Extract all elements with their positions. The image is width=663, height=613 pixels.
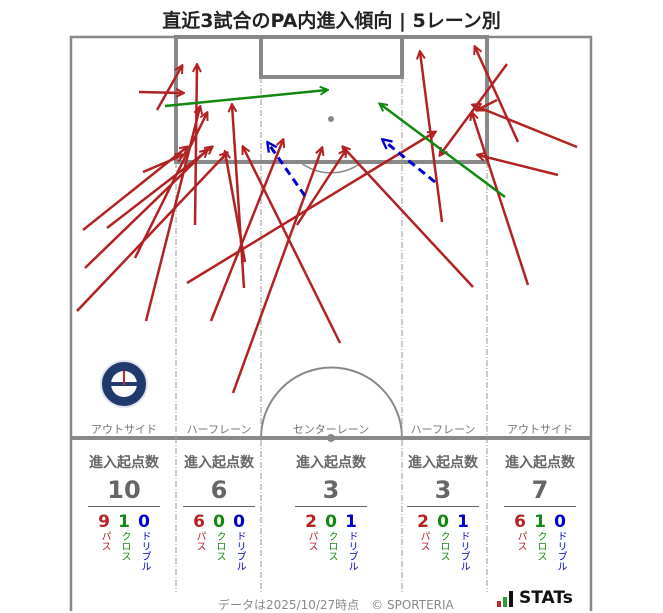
- pass-label: パス: [418, 531, 429, 551]
- entry-total: 10: [88, 476, 160, 507]
- pass-arrow: [209, 140, 283, 322]
- dribble-label: ドリブル: [234, 531, 245, 571]
- entry-total: 7: [504, 476, 576, 507]
- pass-label: パス: [515, 531, 526, 551]
- brand-name: STATs: [519, 588, 573, 608]
- pass-count: 6: [514, 512, 526, 532]
- dribble-arrow: [383, 140, 436, 184]
- lane-label-halfspace-right: ハーフレーン: [410, 423, 476, 436]
- pass-label: パス: [194, 531, 205, 551]
- pass-label: パス: [99, 531, 110, 551]
- lane-stat: 進入起点数 10 9 パス 1 クロス 0 ドリブル: [79, 452, 169, 571]
- dribble-count: 0: [554, 512, 566, 532]
- pass-count: 2: [417, 512, 429, 532]
- stats-logo: STATs: [497, 590, 573, 607]
- dribble-label: ドリブル: [458, 531, 469, 571]
- pass-arrow: [475, 47, 520, 143]
- pass-arrow: [420, 52, 444, 223]
- pass-arrow: [243, 147, 342, 344]
- pass-arrow: [472, 113, 530, 286]
- stat-header: 進入起点数: [89, 455, 159, 471]
- lane-label-halfspace-left: ハーフレーン: [186, 423, 252, 436]
- center-circle: [260, 366, 403, 439]
- dribble-label: ドリブル: [555, 531, 566, 571]
- lane-label-outside-right: アウトサイド: [507, 423, 573, 436]
- stat-header: 進入起点数: [184, 455, 254, 471]
- stat-header: 進入起点数: [505, 455, 575, 471]
- pass-arrow: [186, 132, 435, 285]
- pass-arrow: [144, 107, 200, 322]
- pass-arrow: [195, 65, 197, 226]
- pass-arrow: [478, 155, 559, 177]
- pass-arrow: [295, 150, 346, 226]
- team-crest-logo: [100, 360, 148, 408]
- cross-label: クロス: [438, 531, 449, 561]
- penalty-spot: [328, 116, 334, 122]
- goal-area: [259, 35, 404, 79]
- lane-label-center: センターレーン: [292, 423, 370, 436]
- pass-arrow: [84, 150, 207, 269]
- pass-arrow: [231, 148, 322, 394]
- pass-arrow: [138, 92, 183, 93]
- pass-arrow: [473, 105, 578, 149]
- pass-label: パス: [306, 531, 317, 551]
- cross-count: 1: [118, 512, 130, 532]
- dribble-label: ドリブル: [346, 531, 357, 571]
- footer-credit: データは2025/10/27時点 © SPORTERIA: [218, 598, 454, 612]
- pass-arrow: [155, 66, 182, 111]
- pass-count: 9: [98, 512, 110, 532]
- chart-title: 直近3試合のPA内進入傾向 | 5レーン別: [162, 10, 501, 32]
- center-spot: [327, 434, 335, 442]
- entry-total: 3: [295, 476, 367, 507]
- cross-count: 0: [437, 512, 449, 532]
- stat-header: 進入起点数: [296, 455, 366, 471]
- stat-header: 進入起点数: [408, 455, 478, 471]
- cross-label: クロス: [535, 531, 546, 561]
- cross-arrow: [164, 90, 327, 108]
- pass-arrow: [142, 155, 183, 174]
- dribble-count: 1: [457, 512, 469, 532]
- lane-stat: 進入起点数 3 2 パス 0 クロス 1 ドリブル: [398, 452, 488, 571]
- pass-count: 6: [193, 512, 205, 532]
- dribble-count: 0: [138, 512, 150, 532]
- cross-count: 0: [325, 512, 337, 532]
- pass-arrow: [232, 105, 246, 289]
- lane-stat: 進入起点数 3 2 パス 0 クロス 1 ドリブル: [286, 452, 376, 571]
- cross-label: クロス: [119, 531, 130, 561]
- cross-count: 0: [213, 512, 225, 532]
- dribble-count: 0: [233, 512, 245, 532]
- dribble-arrow: [268, 143, 307, 197]
- entry-total: 6: [183, 476, 255, 507]
- pass-arrow: [76, 153, 227, 312]
- lane-stat: 進入起点数 7 6 パス 1 クロス 0 ドリブル: [495, 452, 585, 571]
- cross-label: クロス: [214, 531, 225, 561]
- dribble-count: 1: [345, 512, 357, 532]
- entry-total: 3: [407, 476, 479, 507]
- cross-arrow: [380, 104, 506, 199]
- lane-label-outside-left: アウトサイド: [91, 423, 157, 436]
- cross-label: クロス: [326, 531, 337, 561]
- pass-arrow: [343, 147, 474, 288]
- cross-count: 1: [534, 512, 546, 532]
- lane-stat: 進入起点数 6 6 パス 0 クロス 0 ドリブル: [174, 452, 264, 571]
- pass-count: 2: [305, 512, 317, 532]
- pass-arrow: [440, 63, 509, 155]
- dribble-label: ドリブル: [139, 531, 150, 571]
- pass-arrow: [225, 152, 247, 263]
